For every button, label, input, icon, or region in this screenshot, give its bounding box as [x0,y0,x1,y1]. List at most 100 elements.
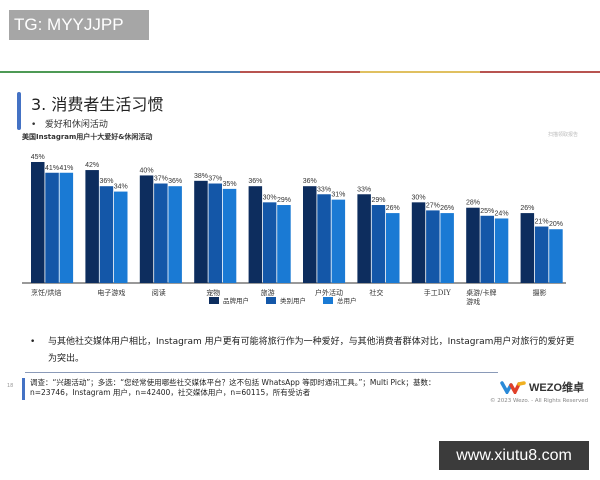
data-label: 41% [59,165,73,172]
bar [386,213,400,283]
title-accent-bar [17,92,21,130]
chart-title: 美国Instagram用户十大爱好&休闲活动 [22,133,153,141]
bar [371,205,386,283]
page-number: 18 [7,383,14,389]
data-label: 37% [154,176,168,183]
data-label: 27% [426,202,440,209]
bar [426,210,440,283]
bar [520,213,535,283]
data-label: 29% [277,197,291,204]
subtitle-text: 爱好和休闲活动 [44,120,108,130]
category-label: 宠物 [206,288,220,297]
data-label: 36% [303,178,317,185]
note-text: 与其他社交媒体用户相比，Instagram 用户更有可能将旅行作为一种爱好，与其… [48,337,575,364]
bar [357,194,371,283]
bar [194,180,208,283]
legend-swatch [266,297,276,304]
data-label: 21% [535,219,549,226]
data-label: 40% [140,167,154,174]
data-label: 36% [168,178,182,185]
data-label: 30% [412,194,426,201]
bar [139,175,154,283]
rule-segment [360,71,480,73]
data-label: 26% [520,205,534,212]
bar [45,172,59,283]
bar [114,191,128,283]
data-label: 42% [85,162,99,169]
bar [248,186,263,283]
bar [59,172,74,283]
bar [494,218,509,283]
bar [331,199,346,283]
bar [480,215,494,283]
bar [440,213,454,283]
logo-text: WEZO维卓 [529,382,584,394]
data-label: 29% [371,197,385,204]
legend-label: 品牌用户 [223,296,249,305]
data-label: 28% [466,200,480,207]
data-label: 36% [99,178,113,185]
category-label: 户外活动 [315,288,343,297]
category-label: 阅读 [152,288,166,297]
note: • 与其他社交媒体用户相比，Instagram 用户更有可能将旅行作为一种爱好，与… [30,334,578,368]
data-label: 26% [386,205,400,212]
data-label: 38% [194,173,208,180]
category-label: 桌游/卡牌游戏 [466,288,496,306]
rule-segment [120,71,240,73]
slide-subtitle: • 爱好和休闲活动 [31,120,108,130]
data-label: 25% [480,208,494,215]
data-label: 30% [263,194,277,201]
bar [208,183,222,283]
source-accent-bar [22,378,25,400]
data-label: 34% [114,184,128,191]
logo-icon [500,381,526,394]
legend-swatch [323,297,333,304]
data-label: 24% [495,210,509,217]
legend-label: 总用户 [337,296,357,305]
rule-segment [480,71,600,73]
category-label: 烹饪/烘焙 [31,288,61,297]
bar [549,229,563,283]
bar [411,202,426,283]
bar [466,207,480,283]
legend-swatch [209,297,219,304]
category-label: 社交 [369,288,383,297]
wezo-logo: WEZO维卓 [500,379,584,395]
bar [31,162,45,283]
data-label: 26% [440,205,454,212]
bar [277,205,291,283]
category-label: 手工DIY [424,288,451,297]
data-label: 31% [331,192,345,199]
category-label: 摄影 [533,288,547,297]
data-label: 33% [317,186,331,193]
bar [85,170,99,283]
copyright: © 2023 Wezo. - All Rights Reserved [490,398,589,404]
data-label: 35% [223,181,237,188]
color-rule [0,71,600,73]
bar [303,186,317,283]
data-label: 37% [208,176,222,183]
rule-segment [240,71,360,73]
category-label: 电子游戏 [97,288,125,297]
watermark-bottom: www.xiutu8.com [439,441,589,470]
data-label: 33% [357,186,371,193]
category-label: 旅游 [261,288,275,297]
bar [222,188,237,283]
bar [534,226,549,283]
source-text: 调查：“兴趣活动”；多选：“您经常使用哪些社交媒体平台？这不包括 WhatsAp… [30,378,436,397]
data-label: 20% [549,221,563,228]
divider [25,372,498,373]
watermark-top: TG: MYYJJPP [9,10,149,40]
corner-note: 扫描领取报告 [548,132,579,138]
bar [262,202,277,283]
bar [317,194,331,283]
data-label: 45% [31,154,45,161]
bar [99,186,114,283]
bar [154,183,168,283]
data-label: 41% [45,165,59,172]
rule-segment [0,71,120,73]
legend-label: 类别用户 [280,296,306,305]
slide-title: 3. 消费者生活习惯 [31,95,164,114]
data-label: 36% [248,178,262,185]
